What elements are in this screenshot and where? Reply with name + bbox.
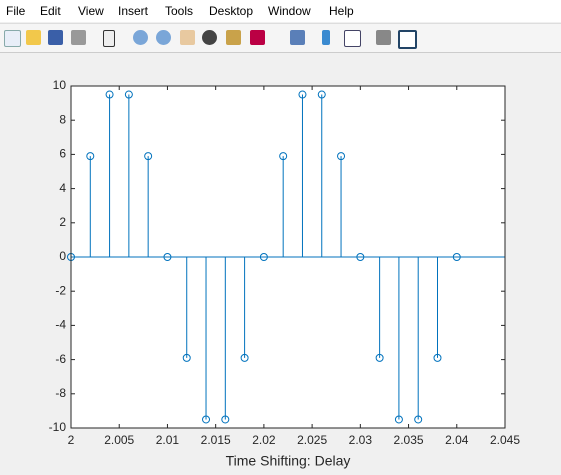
stem-marker	[414, 415, 423, 424]
stem-marker	[452, 253, 461, 261]
x-tick-label: 2	[68, 433, 75, 447]
stem-marker	[433, 353, 442, 362]
print-icon[interactable]	[71, 30, 86, 45]
x-tick-label: 2.02	[252, 433, 276, 447]
menu-item[interactable]: Tools	[165, 4, 194, 18]
stem-marker	[375, 353, 384, 362]
y-tick-label: 0	[59, 249, 66, 263]
legend-icon[interactable]	[344, 30, 361, 47]
stem-marker	[202, 415, 211, 424]
axes-box	[70, 85, 506, 429]
x-tick-label: 2.015	[201, 433, 231, 447]
new-icon[interactable]	[4, 30, 21, 47]
x-tick-label: 2.03	[349, 433, 373, 447]
pan-icon[interactable]	[180, 30, 195, 45]
stem-marker	[163, 253, 172, 261]
link-icon[interactable]	[290, 30, 305, 45]
x-tick-label: 2.005	[104, 433, 134, 447]
y-tick-label: 2	[59, 215, 66, 229]
pointer-icon[interactable]	[103, 30, 115, 47]
stem-marker	[279, 152, 288, 161]
y-tick-label: -6	[55, 352, 66, 366]
rotate-icon[interactable]	[202, 30, 217, 45]
brush-icon[interactable]	[250, 30, 265, 45]
show-tools-icon[interactable]	[398, 30, 417, 49]
y-tick-label: 4	[59, 181, 66, 195]
stem-marker	[356, 253, 365, 261]
stem-marker	[182, 353, 191, 362]
stem-marker	[317, 90, 326, 99]
y-tick-label: -4	[55, 318, 66, 332]
y-tick-label: -2	[55, 283, 66, 297]
x-tick-label: 2.045	[490, 433, 520, 447]
stem-marker	[124, 90, 133, 99]
y-tick-label: -8	[55, 386, 66, 400]
menu-item[interactable]: Edit	[40, 4, 61, 18]
y-tick-label: 6	[59, 147, 66, 161]
stem-marker	[298, 90, 307, 99]
x-tick-label: 2.01	[156, 433, 180, 447]
x-tick-label: 2.035	[394, 433, 424, 447]
stem-marker	[337, 152, 346, 161]
stem-marker	[144, 152, 153, 161]
y-tick-label: 8	[59, 112, 66, 126]
stem-marker	[259, 253, 268, 261]
menu-item[interactable]: View	[78, 4, 104, 18]
y-tick-label: 10	[53, 78, 67, 92]
datacursor-icon[interactable]	[226, 30, 241, 45]
menu-item[interactable]: File	[6, 4, 26, 18]
x-tick-label: 2.04	[445, 433, 469, 447]
zoom-in-icon[interactable]	[133, 30, 148, 45]
menu-item[interactable]: Desktop	[209, 4, 254, 18]
menu-bar: File Edit View Insert Tools Desktop Window Help	[0, 0, 561, 22]
menu-item[interactable]: Window	[268, 4, 311, 18]
x-tick-label: 2.025	[297, 433, 327, 447]
y-tick-label: -10	[49, 420, 67, 434]
stem-marker	[394, 415, 403, 424]
toolbar	[0, 23, 561, 53]
open-icon[interactable]	[26, 30, 41, 45]
hide-tools-icon[interactable]	[376, 30, 391, 45]
stem-marker	[86, 152, 95, 161]
stem-marker	[240, 353, 249, 362]
save-icon[interactable]	[48, 30, 63, 45]
stem-marker	[221, 415, 230, 424]
x-axis-label: Time Shifting: Delay	[226, 453, 351, 469]
menu-item[interactable]: Help	[329, 4, 354, 18]
stem-marker	[105, 90, 114, 99]
zoom-out-icon[interactable]	[156, 30, 171, 45]
colorbar-icon[interactable]	[322, 30, 330, 45]
menu-item[interactable]: Insert	[118, 4, 149, 18]
